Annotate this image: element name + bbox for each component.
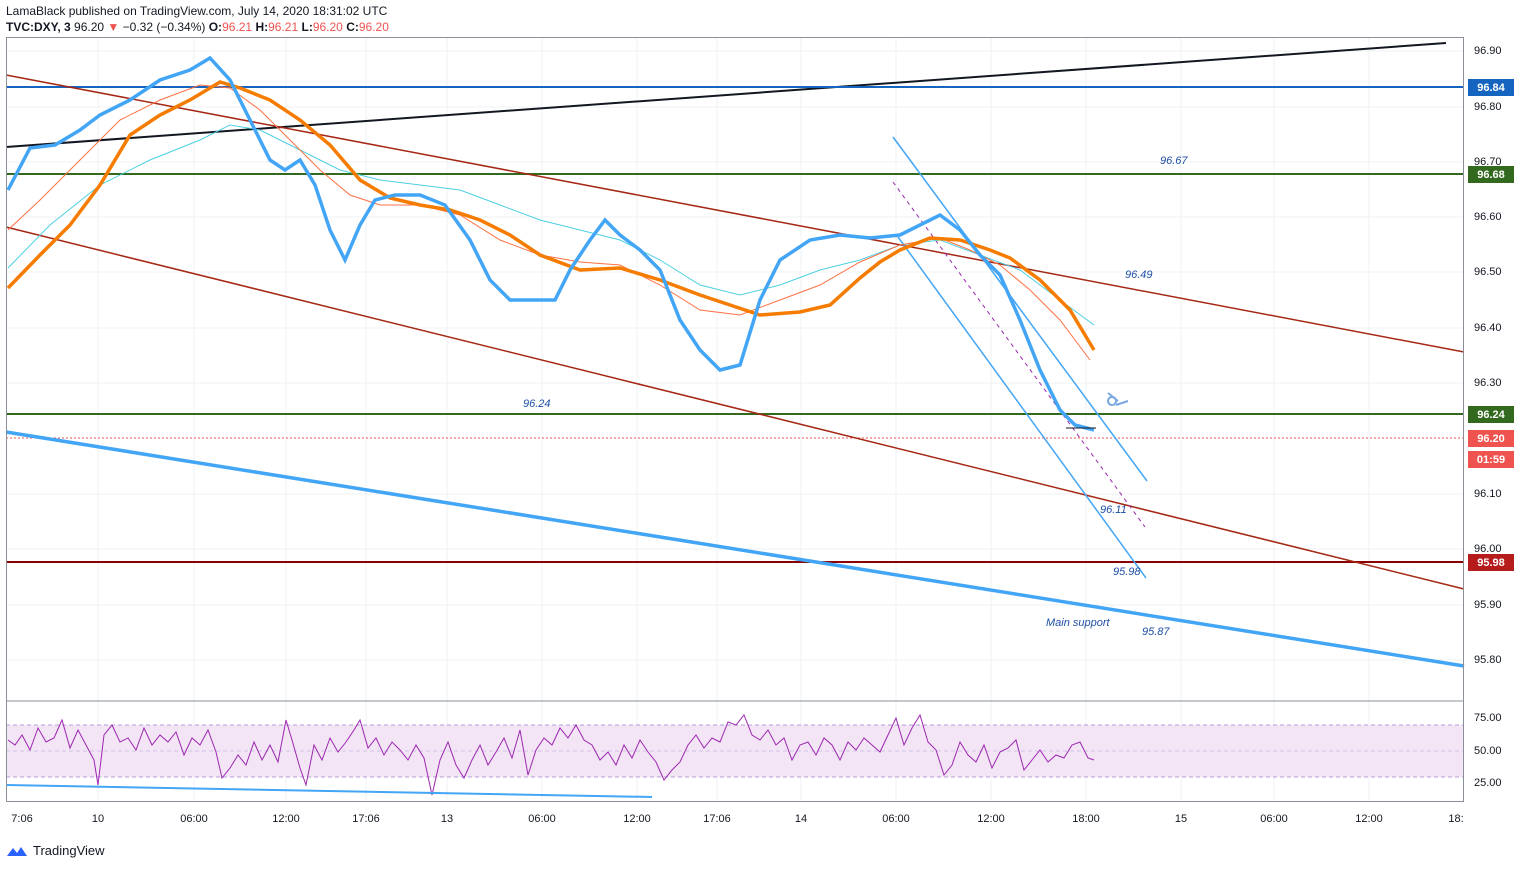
symbol-line: TVC:DXY, 3 96.20 ▼ −0.32 (−0.34%) O:96.2… [6, 19, 389, 35]
open-value: 96.21 [222, 20, 253, 34]
time-tick: 12:00 [977, 813, 1005, 825]
down-channel-upper [892, 136, 1148, 482]
close-label: C: [346, 20, 359, 34]
high-label: H: [255, 20, 269, 34]
rsi-tick: 50.00 [1474, 745, 1502, 757]
annotation-96-11[interactable]: 96.11 [1100, 504, 1127, 516]
time-tick: 7:06 [11, 813, 33, 825]
price-tick: 96.70 [1474, 156, 1502, 168]
chart-frame [6, 37, 1464, 802]
price-tick: 95.80 [1474, 654, 1502, 666]
bar-countdown: 01:59 [1468, 451, 1514, 468]
annotation-95-87[interactable]: 95.87 [1142, 626, 1170, 638]
open-label: O: [208, 20, 223, 34]
annotation-main-support[interactable]: Main support [1046, 617, 1110, 629]
time-tick: 18: [1448, 813, 1464, 825]
channel-lower-line [5, 226, 1465, 590]
annotation-96-49[interactable]: 96.49 [1125, 269, 1153, 281]
price-tick: 96.10 [1474, 488, 1502, 500]
rsi-line [7, 713, 1095, 796]
rsi-tick: 75.00 [1474, 712, 1502, 724]
ema-blue-thick [6, 55, 1095, 432]
time-tick: 17:06 [352, 813, 380, 825]
time-tick: 15 [1174, 813, 1188, 825]
down-channel-lower [897, 236, 1147, 579]
grid [6, 38, 1464, 802]
last-price: 96.20 [74, 20, 105, 34]
close-value: 96.20 [358, 20, 389, 34]
low-value: 96.20 [312, 20, 343, 34]
time-tick: 06:00 [1260, 813, 1288, 825]
pitchfork-tool-icon [1107, 392, 1129, 406]
price-tick: 96.80 [1474, 101, 1502, 113]
time-tick: 14 [794, 813, 808, 825]
publish-info: LamaBlack published on TradingView.com, … [6, 4, 388, 18]
time-tick: 12:00 [1355, 813, 1383, 825]
price-tick: 96.00 [1474, 543, 1502, 555]
symbol[interactable]: TVC:DXY, 3 [6, 20, 71, 34]
price-tick: 96.40 [1474, 322, 1502, 334]
price-tick: 96.60 [1474, 211, 1502, 223]
low-label: L: [301, 20, 313, 34]
tradingview-logo-icon[interactable] [6, 844, 28, 858]
price-pane [5, 42, 1465, 668]
chart-header: LamaBlack published on TradingView.com, … [6, 3, 389, 35]
time-tick: 06:00 [528, 813, 556, 825]
price-tick: 96.30 [1474, 377, 1502, 389]
rsi-tick: 25.00 [1474, 777, 1502, 789]
footer: TradingView [6, 843, 105, 858]
down-arrow-icon: ▼ [107, 20, 120, 34]
time-tick: 10 [91, 813, 105, 825]
brand-name[interactable]: TradingView [33, 843, 105, 858]
label-96-24[interactable]: 96.24 [1468, 406, 1514, 423]
price-tick: 95.90 [1474, 599, 1502, 611]
price-tick: 96.50 [1474, 266, 1502, 278]
label-96-84[interactable]: 96.84 [1468, 79, 1514, 96]
label-current-price[interactable]: 96.20 [1468, 430, 1514, 447]
time-tick: 12:00 [272, 813, 300, 825]
time-tick: 06:00 [180, 813, 208, 825]
high-value: 96.21 [268, 20, 299, 34]
rsi-trendline [5, 784, 653, 798]
annotation-96-67[interactable]: 96.67 [1160, 155, 1188, 167]
annotation-96-24[interactable]: 96.24 [523, 398, 551, 410]
label-96-68[interactable]: 96.68 [1468, 166, 1514, 183]
label-95-98[interactable]: 95.98 [1468, 554, 1514, 571]
time-tick: 06:00 [882, 813, 910, 825]
ema-fast-orange [6, 80, 1096, 351]
annotation-95-98[interactable]: 95.98 [1113, 566, 1141, 578]
time-tick: 17:06 [703, 813, 731, 825]
rsi-pane [5, 713, 1464, 798]
time-tick: 12:00 [623, 813, 651, 825]
time-tick: 18:00 [1072, 813, 1100, 825]
main-support-line [5, 430, 1465, 668]
time-tick: 13 [440, 813, 454, 825]
long-term-black-trendline [5, 42, 1447, 148]
price-tick: 96.90 [1474, 45, 1502, 57]
price-change: −0.32 (−0.34%) [122, 20, 206, 34]
